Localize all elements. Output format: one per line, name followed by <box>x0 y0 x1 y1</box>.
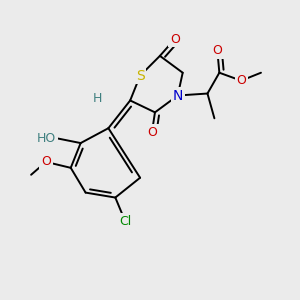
Text: O: O <box>212 44 222 57</box>
Text: O: O <box>236 74 246 87</box>
Text: O: O <box>147 126 157 139</box>
Text: H: H <box>93 92 102 105</box>
Text: N: N <box>172 88 183 103</box>
Text: O: O <box>170 32 180 46</box>
Text: O: O <box>41 155 51 168</box>
Text: S: S <box>136 69 145 83</box>
Text: HO: HO <box>37 132 56 145</box>
Text: Cl: Cl <box>119 215 131 228</box>
